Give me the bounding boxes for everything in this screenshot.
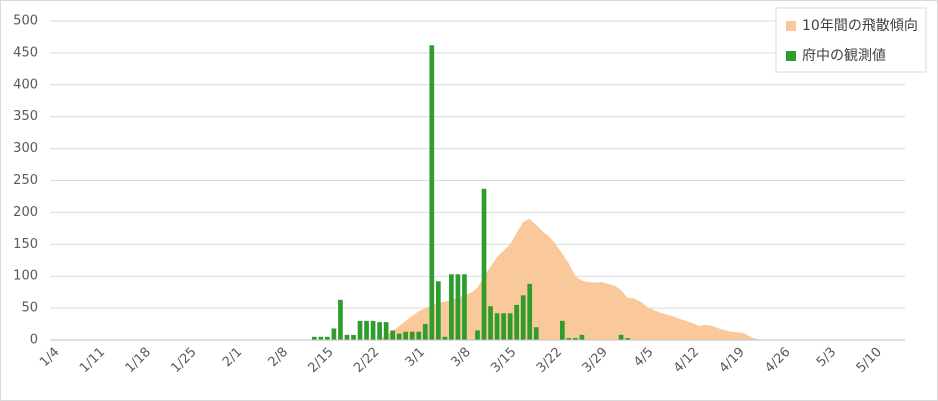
bar [370, 320, 376, 340]
bar [338, 299, 343, 340]
bar [481, 188, 487, 340]
bar [383, 322, 389, 340]
y-tick-label: 150 [13, 237, 38, 252]
legend-label: 10年間の飛散傾向 [802, 18, 918, 34]
y-tick-label: 350 [13, 109, 38, 124]
bar [514, 304, 520, 340]
bar [325, 336, 330, 340]
bar [625, 338, 630, 340]
bar [559, 320, 565, 340]
bar [494, 313, 500, 340]
bar [403, 331, 409, 340]
bar [488, 306, 493, 340]
bar [390, 330, 396, 340]
bar [318, 336, 324, 340]
bar [331, 328, 337, 340]
y-tick-label: 500 [13, 14, 38, 29]
y-tick-label: 250 [13, 173, 38, 188]
bar [475, 330, 480, 340]
bar [566, 338, 572, 340]
y-tick-label: 0 [30, 333, 38, 348]
bar [422, 324, 428, 340]
bar [416, 331, 422, 340]
bar [449, 274, 454, 340]
legend-swatch [786, 21, 796, 31]
bar [533, 327, 539, 340]
legend-swatch [786, 51, 796, 61]
bar [344, 334, 350, 340]
bar [396, 333, 402, 340]
bar [501, 313, 506, 340]
bar [442, 336, 448, 340]
y-tick-label: 200 [13, 205, 38, 220]
bar [364, 320, 369, 340]
bar [435, 281, 441, 340]
y-tick-label: 50 [21, 301, 38, 316]
bar [462, 274, 467, 340]
legend-box [775, 7, 927, 73]
y-tick-label: 450 [13, 45, 38, 60]
bar [527, 283, 533, 340]
bar [429, 45, 435, 341]
bar [507, 313, 513, 340]
bar [520, 295, 526, 340]
bar [579, 334, 585, 340]
bar [357, 320, 363, 340]
y-tick-label: 400 [13, 77, 38, 92]
y-tick-label: 100 [13, 269, 38, 284]
legend-label: 府中の観測値 [802, 47, 886, 64]
bar [351, 334, 356, 340]
bar [455, 274, 461, 340]
bar [377, 322, 382, 340]
bar [573, 338, 578, 340]
bar [618, 334, 624, 340]
y-tick-label: 300 [13, 141, 38, 156]
bar [311, 336, 317, 340]
bar [409, 331, 415, 340]
area [53, 218, 902, 340]
